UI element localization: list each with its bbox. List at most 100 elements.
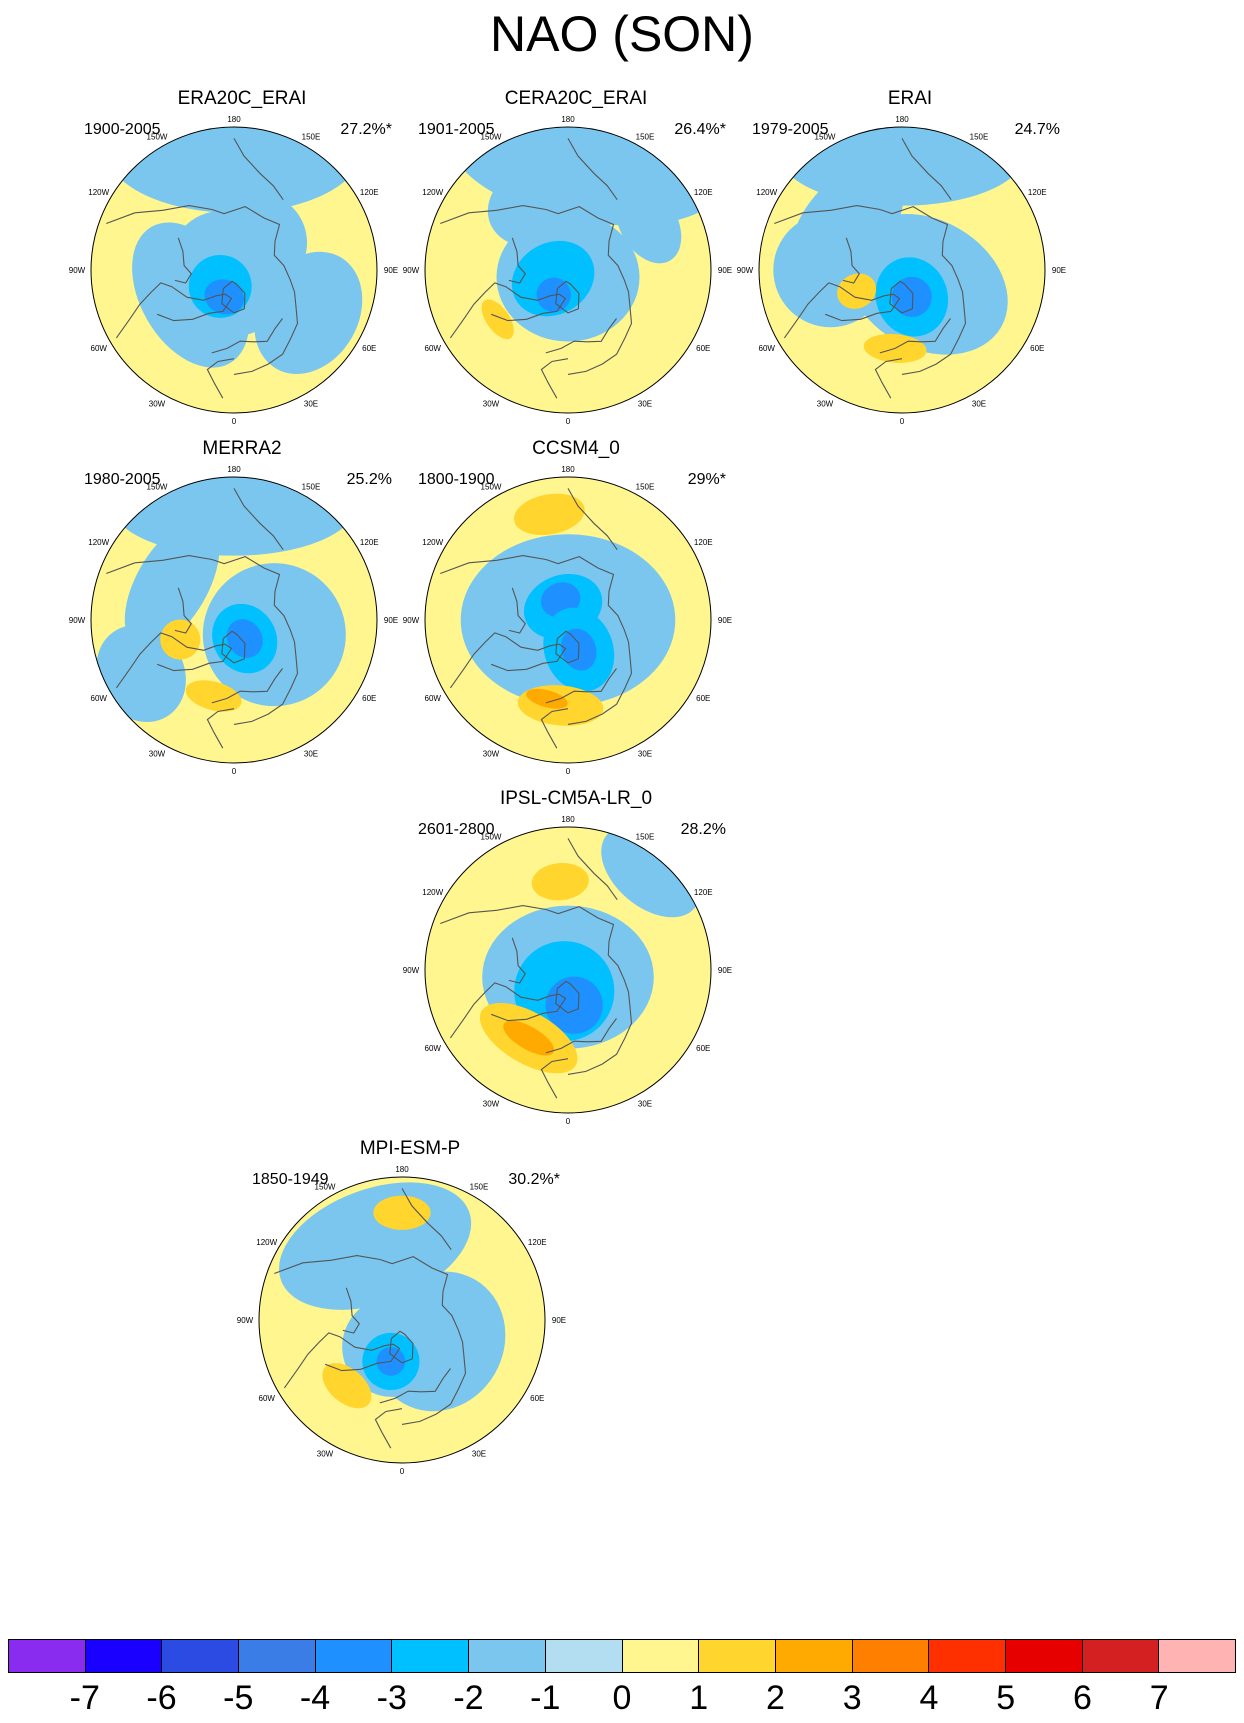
positive-anomaly: [185, 680, 242, 712]
panel-variance: 26.4%*: [674, 121, 726, 138]
longitude-label: 150E: [636, 833, 655, 842]
longitude-label: 150W: [815, 133, 836, 142]
coastline: [508, 237, 526, 284]
longitude-label: 150W: [481, 133, 502, 142]
polar-map: 180 150E 120E 90E 60E 30E 0 30W 60W 90W 120W 150W: [737, 115, 1066, 426]
coastline: [783, 282, 901, 339]
anomaly-field: [91, 127, 377, 413]
longitude-label: 30E: [472, 1449, 486, 1458]
negative-anomaly: [615, 183, 682, 264]
longitude-label: 0: [400, 1467, 405, 1476]
longitude-label: 120W: [422, 188, 443, 197]
longitude-label: 180: [895, 115, 909, 124]
coastline: [555, 280, 580, 314]
longitude-label: 30E: [638, 1099, 652, 1108]
coastline: [842, 237, 860, 284]
coastline: [879, 318, 951, 354]
panel-title: CERA20C_ERAI: [504, 88, 648, 109]
colorbar-tick-label: 0: [612, 1679, 632, 1717]
negative-anomaly: [773, 212, 888, 328]
colorbar-swatch: [1159, 1640, 1235, 1672]
longitude-label: 120E: [694, 888, 713, 897]
panel-period: 2601-2800: [418, 821, 495, 838]
coastline: [211, 668, 283, 704]
longitude-label: 180: [227, 115, 241, 124]
longitude-label: 150E: [470, 1183, 489, 1192]
colorbar-swatch: [85, 1640, 163, 1672]
coastline: [221, 630, 246, 664]
colorbar-tick-label: 3: [842, 1679, 862, 1717]
coastline: [440, 905, 633, 1075]
longitude-label: 90E: [552, 1316, 566, 1325]
longitude-label: 60E: [362, 344, 376, 353]
longitude-label: 90W: [403, 616, 420, 625]
longitude-label: 60E: [1030, 344, 1044, 353]
longitude-label: 30W: [317, 1449, 334, 1458]
positive-anomaly: [373, 1195, 431, 1230]
longitude-label: 90W: [737, 266, 754, 275]
positive-anomaly: [531, 862, 589, 901]
longitude-label: 120E: [528, 1238, 547, 1247]
anomaly-field: [259, 1177, 545, 1463]
anomaly-field: [91, 477, 377, 763]
colorbar-swatch: [315, 1640, 393, 1672]
longitude-label: 30E: [304, 749, 318, 758]
coastline: [106, 205, 299, 375]
longitude-label: 120W: [88, 188, 109, 197]
colorbar-tick-label: -2: [453, 1679, 484, 1717]
panel-period: 1900-2005: [84, 121, 161, 138]
longitude-label: 60W: [259, 1394, 276, 1403]
panel-period: 1901-2005: [418, 121, 495, 138]
colorbar-labels: -7 -6 -5 -4 -3 -2 -1 0 1 2 3 4 5 6 7: [0, 1678, 1244, 1718]
positive-anomaly: [513, 493, 585, 536]
longitude-label: 150E: [970, 133, 989, 142]
colorbar-swatch: [469, 1640, 546, 1672]
positive-anomaly: [322, 1363, 372, 1409]
figure-title: NAO (SON): [490, 6, 754, 62]
negative-anomaly: [891, 276, 932, 317]
anomaly-field: [425, 127, 711, 413]
coastline: [545, 1018, 617, 1054]
colorbar-swatch: [9, 1640, 86, 1672]
longitude-label: 120W: [756, 188, 777, 197]
polar-map: 180 150E 120E 90E 60E 30E 0 30W 60W 90W 120W 150W: [403, 115, 732, 426]
longitude-label: 180: [561, 465, 575, 474]
longitude-label: 150W: [481, 483, 502, 492]
longitude-label: 30W: [817, 399, 834, 408]
coastline: [449, 982, 567, 1039]
anomaly-field: [759, 127, 1045, 413]
coastline: [106, 555, 299, 725]
coastline: [206, 708, 235, 749]
coastline: [283, 1332, 401, 1389]
longitude-label: 60W: [425, 344, 442, 353]
coastline: [540, 358, 569, 399]
longitude-label: 60W: [91, 694, 108, 703]
positive-anomaly: [160, 619, 201, 660]
coastline: [174, 237, 192, 284]
longitude-label: 60W: [425, 694, 442, 703]
coastline: [211, 318, 283, 354]
coastline: [115, 632, 233, 689]
longitude-label: 90W: [403, 966, 420, 975]
coastline: [555, 980, 580, 1014]
map-panel-mpi-esm-p: MPI-ESM-P 1850-1949 30.2%* 180 150E 120E 90…: [237, 1138, 570, 1488]
coastline: [555, 630, 580, 664]
longitude-label: 120E: [360, 188, 379, 197]
longitude-label: 60W: [425, 1044, 442, 1053]
longitude-label: 120E: [694, 538, 713, 547]
longitude-label: 0: [566, 1117, 571, 1126]
polar-map: 180 150E 120E 90E 60E 30E 0 30W 60W 90W 120W 150W: [403, 465, 732, 776]
longitude-label: 60E: [696, 1044, 710, 1053]
positive-anomaly: [837, 273, 877, 309]
longitude-label: 30W: [149, 399, 166, 408]
longitude-label: 180: [395, 1165, 409, 1174]
panel-variance: 29%*: [687, 471, 726, 488]
longitude-label: 60E: [362, 694, 376, 703]
longitude-label: 120E: [360, 538, 379, 547]
map-panel-era20c-erai: ERA20C_ERAI 1900-2005 27.2%* 180 150E 120E…: [69, 88, 402, 438]
coastline: [508, 587, 526, 634]
longitude-label: 60W: [759, 344, 776, 353]
colorbar-tick-label: 1: [689, 1679, 709, 1717]
longitude-label: 150W: [147, 133, 168, 142]
longitude-label: 60W: [91, 344, 108, 353]
